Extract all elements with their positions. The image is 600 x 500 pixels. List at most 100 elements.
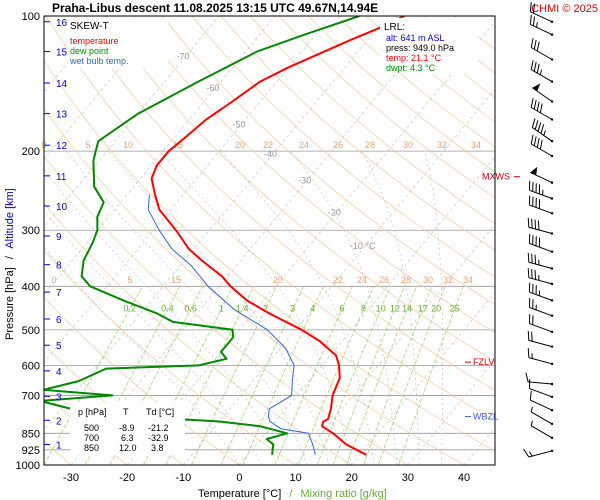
wind-barb-feather <box>523 448 530 458</box>
wind-barb-half-feather <box>531 353 533 359</box>
wind-barb-feather <box>531 331 533 342</box>
dry-adiabat-label: 34 <box>471 140 481 150</box>
pressure-axis: 100 200 300 400 500 600 700 850 925 1000 <box>16 11 40 472</box>
wind-barb-feather <box>530 134 534 145</box>
wind-barb-feather <box>527 252 530 263</box>
wind-barb <box>530 98 554 121</box>
wbzl-marker: WBZL <box>473 412 498 422</box>
wind-barb-staff <box>530 107 553 120</box>
table-cell: 12.0 <box>119 443 137 453</box>
y-axis-title: Pressure [hPa] / Altitude [km] <box>4 188 16 340</box>
dry-adiabat-label: 10 <box>123 140 133 150</box>
mixing-ratio-axis-label: Mixing ratio [g/kg] <box>300 488 386 500</box>
altitude-tick-label: 14 <box>56 79 68 90</box>
wind-barb-staff <box>530 69 553 83</box>
wind-barb <box>528 314 554 333</box>
mixing-ratio-line <box>345 286 417 465</box>
lrl-press: press: 949.0 hPa <box>386 43 454 53</box>
wind-barb <box>531 118 554 143</box>
dry-adiabat-label: 5 <box>127 275 132 285</box>
wind-barb-staff <box>529 291 553 301</box>
isotherm-label: -60 <box>206 83 219 93</box>
mixing-ratio-label: 4 <box>310 303 315 313</box>
wind-barb-half-feather <box>530 420 533 426</box>
mixing-ratio-label: 1 <box>219 303 224 313</box>
wind-barb-half-feather <box>535 169 537 176</box>
wind-barb <box>527 217 554 235</box>
wind-barb-feather <box>533 136 537 146</box>
wind-barb <box>528 195 554 215</box>
dry-adiabat <box>44 155 409 465</box>
wind-barb-feather <box>536 138 540 148</box>
dry-adiabat-label: 5 <box>85 140 90 150</box>
legend: SKEW-T temperature dew point wet bulb te… <box>68 18 168 68</box>
dry-adiabat-label: 22 <box>263 140 273 150</box>
wind-barb-staff <box>532 87 553 102</box>
altitude-tick-label: 7 <box>56 288 62 299</box>
wind-barb <box>528 180 554 200</box>
altitude-tick-label: 10 <box>56 202 68 213</box>
wind-barb-staff <box>530 47 553 60</box>
wind-barb-feather <box>539 139 543 150</box>
wind-barb <box>530 60 554 83</box>
legend-wet-bulb: wet bulb temp. <box>69 56 129 66</box>
wind-barb-staff <box>528 450 553 458</box>
mixing-ratio-label: 6 <box>339 303 344 313</box>
table-cell: -8.9 <box>119 423 135 433</box>
wind-barb-feather <box>540 124 545 134</box>
axis-label-separator: / <box>4 255 16 259</box>
mixing-ratio-lines <box>44 286 464 465</box>
pressure-tick-label: 1000 <box>16 460 40 472</box>
mixing-ratio-label: 25 <box>450 303 460 313</box>
dry-adiabat <box>44 296 240 465</box>
wind-barb-feather <box>538 184 541 194</box>
altitude-tick-label: 4 <box>56 367 62 378</box>
pressure-tick-label: 100 <box>22 11 40 23</box>
altitude-tick-label: 2 <box>56 416 62 427</box>
wind-barb-feather <box>532 299 534 309</box>
wind-barb-feather <box>527 268 530 278</box>
wind-barb-feather <box>530 98 534 108</box>
dry-adiabat-label: 24 <box>357 275 367 285</box>
wind-barb <box>527 252 554 270</box>
wind-barb <box>530 134 554 158</box>
altitude-tick-label: 6 <box>56 315 62 326</box>
wind-barb <box>530 38 554 61</box>
dry-adiabat <box>46 16 495 421</box>
wind-barb-staff <box>528 357 553 365</box>
credit-label: CHMI © 2025 <box>531 3 598 15</box>
wind-barb-staff <box>530 11 553 23</box>
mixing-ratio-label: 17 <box>418 303 428 313</box>
wind-barb-staff <box>532 127 553 142</box>
temperature-curve <box>150 16 405 456</box>
dry-adiabat <box>44 202 352 465</box>
wind-barb-feather <box>534 120 539 130</box>
altitude-axis-label: Altitude [km] <box>4 188 16 249</box>
isotherm-lines <box>44 16 495 465</box>
moist-adiabat <box>159 150 353 465</box>
dry-adiabat-label: 34 <box>463 275 473 285</box>
wind-barb-half-feather <box>538 259 540 266</box>
wind-barb-feather <box>531 269 533 279</box>
wind-barb-staff <box>528 226 553 234</box>
wind-barb-feather <box>529 390 532 401</box>
wind-barb-staff <box>529 323 553 333</box>
wind-barb-half-feather <box>538 275 540 281</box>
wind-barb <box>530 406 554 426</box>
mixing-ratio-line <box>363 286 433 465</box>
wind-barb-feather <box>527 330 530 341</box>
svg-text:Pressure [hPa] / A: Pressure [hPa] / Altitude [km] <box>4 188 16 340</box>
wind-barb-feather <box>531 118 536 128</box>
pressure-tick-label: 400 <box>22 281 40 293</box>
wind-barb-staff <box>528 381 553 385</box>
mixing-ratio-label: 8 <box>361 303 366 313</box>
altitude-tick-label: 13 <box>56 110 68 121</box>
table-cell: 6.3 <box>121 433 134 443</box>
wind-barb-feather <box>528 195 531 206</box>
wind-barb <box>523 448 554 458</box>
legend-temperature: temperature <box>70 36 119 46</box>
isotherm-line <box>351 291 495 465</box>
wind-barb <box>528 233 554 253</box>
wind-barb-staff <box>529 204 553 214</box>
isotherm-label: -40 <box>264 149 277 159</box>
